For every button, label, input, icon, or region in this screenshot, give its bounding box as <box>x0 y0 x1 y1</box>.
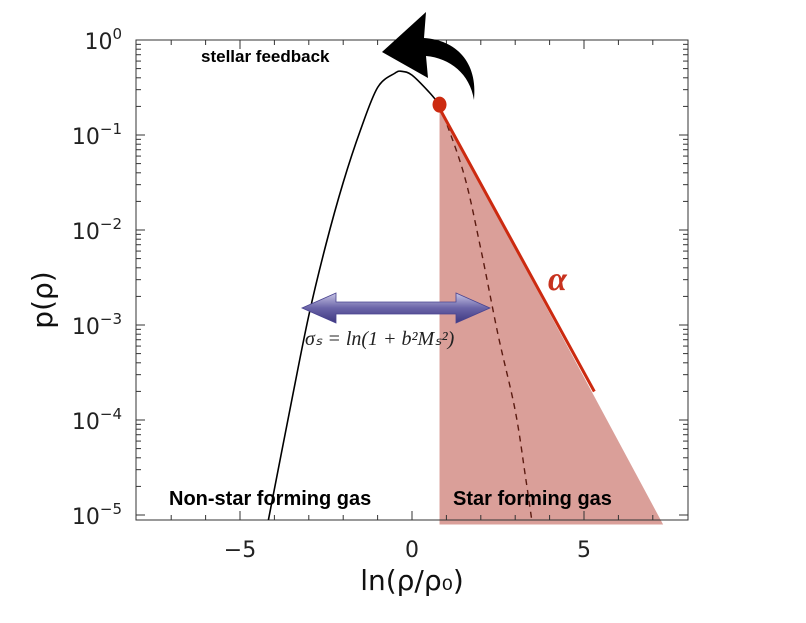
transition-point-marker <box>432 96 447 113</box>
non-star-forming-label: Non-star forming gas <box>169 488 371 510</box>
alpha-label: α <box>548 261 568 298</box>
x-tick-label: 5 <box>577 538 591 563</box>
x-axis-title: ln(ρ/ρ₀) <box>360 564 464 597</box>
sigma-double-arrow-icon <box>301 292 491 324</box>
y-tick-label: 10−4 <box>72 405 122 435</box>
curves <box>267 70 596 520</box>
pdf-lognormal-curve <box>267 70 441 520</box>
x-tick-label: 0 <box>405 538 419 563</box>
y-tick-label: 100 <box>84 25 122 55</box>
x-tick-label: −5 <box>224 538 256 563</box>
powerlaw-tail-line <box>438 107 596 393</box>
star-forming-label: Star forming gas <box>453 488 612 510</box>
axis-ticks <box>136 39 688 520</box>
stellar-feedback-label: stellar feedback <box>201 47 330 66</box>
x-tick-labels: −5 0 5 <box>224 538 591 563</box>
sigma-formula: σₛ = ln(1 + b²Mₛ²) <box>305 328 455 350</box>
y-axis-title: p(ρ) <box>26 271 59 328</box>
y-tick-label: 10−5 <box>72 500 122 530</box>
y-tick-label: 10−1 <box>72 120 122 150</box>
y-tick-labels: 100 10−1 10−2 10−3 10−4 10−5 <box>72 25 122 530</box>
feedback-arrow-icon <box>382 12 475 100</box>
y-tick-label: 10−3 <box>72 310 122 340</box>
y-tick-label: 10−2 <box>72 215 122 245</box>
